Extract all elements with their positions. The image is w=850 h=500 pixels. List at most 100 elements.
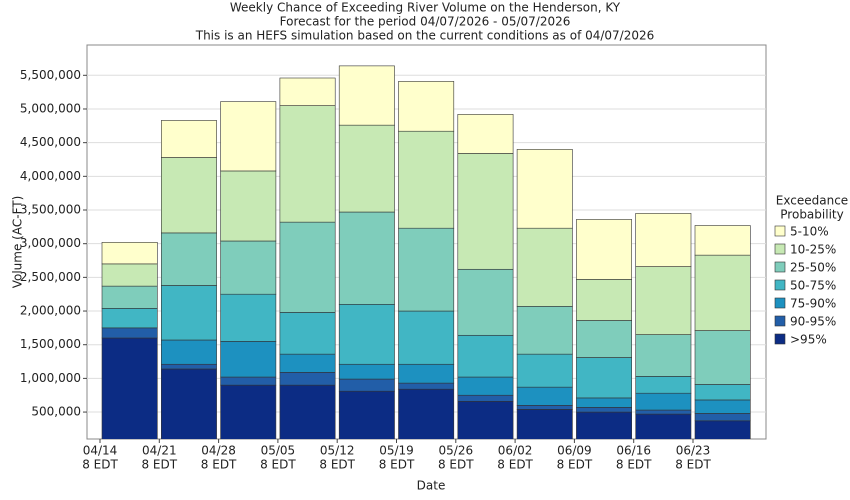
bar-segment [398,388,455,439]
bar-segment [635,409,692,415]
bar-segment [516,227,573,307]
legend-title: Exceedance [776,194,848,208]
bar-segment [398,130,455,229]
bar-segment [576,279,633,321]
bar-segment [694,330,751,385]
legend-label: 25-50% [790,261,836,275]
legend-label: 75-90% [790,297,836,311]
bar-segment [516,386,573,406]
bar-segment [338,363,395,380]
x-tick-sublabel: 8 EDT [557,458,593,472]
y-tick-label: 500,000 [31,405,81,419]
bar-segment [635,376,692,394]
x-tick-label: 06/02 [498,444,533,458]
bar-segment [398,81,455,132]
bar-segment [635,334,692,377]
y-tick-label: 2,000,000 [20,304,81,318]
bar-segment [220,384,277,439]
bar-segment [576,411,633,439]
bar-segment [101,337,158,439]
x-tick-label: 05/26 [439,444,474,458]
legend-label: 5-10% [790,225,829,239]
x-tick-sublabel: 8 EDT [260,458,296,472]
x-tick-sublabel: 8 EDT [497,458,533,472]
legend-swatch [774,243,786,255]
bar-segment [635,413,692,439]
y-tick-label: 5,000,000 [20,101,81,115]
bar-segment [694,399,751,414]
bar-segment [220,101,277,172]
bar-segment [338,378,395,392]
bar-segment [161,363,217,370]
x-tick-sublabel: 8 EDT [319,458,355,472]
bar-segment [279,384,336,439]
y-tick-label: 3,000,000 [20,236,81,250]
bar-segment [101,327,158,339]
bar-segment [457,394,514,402]
x-tick-sublabel: 8 EDT [201,458,237,472]
legend-label: 90-95% [790,315,836,329]
y-tick-label: 4,500,000 [20,135,81,149]
legend-swatch [774,261,786,273]
bar-segment [457,114,514,154]
bar-segment [101,285,158,309]
x-tick-label: 04/14 [83,444,118,458]
bar-segment [101,263,158,287]
bar-segment [338,390,395,439]
x-tick-sublabel: 8 EDT [438,458,474,472]
bar-segment [457,400,514,439]
x-tick-sublabel: 8 EDT [141,458,177,472]
x-tick-label: 06/16 [616,444,651,458]
bar-segment [161,157,217,234]
bar-segment [220,170,277,242]
x-tick-label: 04/28 [201,444,236,458]
bar-segment [635,392,692,411]
y-axis-label: Volume (AC-FT) [11,196,25,289]
bar-segment [279,77,336,106]
bar-segment [516,306,573,355]
bar-segment [516,409,573,439]
bar-segment [694,413,751,422]
bar-segment [338,124,395,213]
x-tick-sublabel: 8 EDT [379,458,415,472]
legend-swatch [774,333,786,345]
chart-subtitle: Forecast for the period 04/07/2026 - 05/… [280,15,571,29]
bar-segment [338,65,395,126]
bar-segment [398,310,455,365]
x-tick-label: 06/09 [557,444,592,458]
bar-segment [338,211,395,305]
y-tick-label: 3,500,000 [20,203,81,217]
bar-segment [635,213,692,267]
bar-segment [220,376,277,386]
x-tick-label: 05/19 [379,444,414,458]
chart-title: Weekly Chance of Exceeding River Volume … [230,1,621,15]
bar-segment [398,227,455,312]
bar-segment [220,341,277,378]
x-tick-sublabel: 8 EDT [675,458,711,472]
x-tick-label: 05/05 [261,444,296,458]
bar-segment [576,357,633,399]
bar-segment [279,312,336,355]
y-tick-label: 1,500,000 [20,337,81,351]
bar-segment [694,254,751,331]
legend-label: 50-75% [790,279,836,293]
x-tick-label: 04/21 [142,444,177,458]
bar-segment [576,407,633,413]
bar-segment [161,120,217,158]
bar-segment [161,339,217,365]
bar-segment [694,420,751,439]
bars [87,65,766,439]
bar-segment [161,232,217,286]
bar-segment [576,219,633,280]
y-tick-label: 5,500,000 [20,68,81,82]
x-tick-sublabel: 8 EDT [616,458,652,472]
legend-label: >95% [790,333,827,347]
legend-swatch [774,297,786,309]
bar-segment [516,353,573,388]
bar-segment [279,221,336,313]
bar-segment [220,293,277,342]
bar-segment [635,266,692,335]
bar-segment [576,397,633,408]
bar-segment [161,285,217,341]
